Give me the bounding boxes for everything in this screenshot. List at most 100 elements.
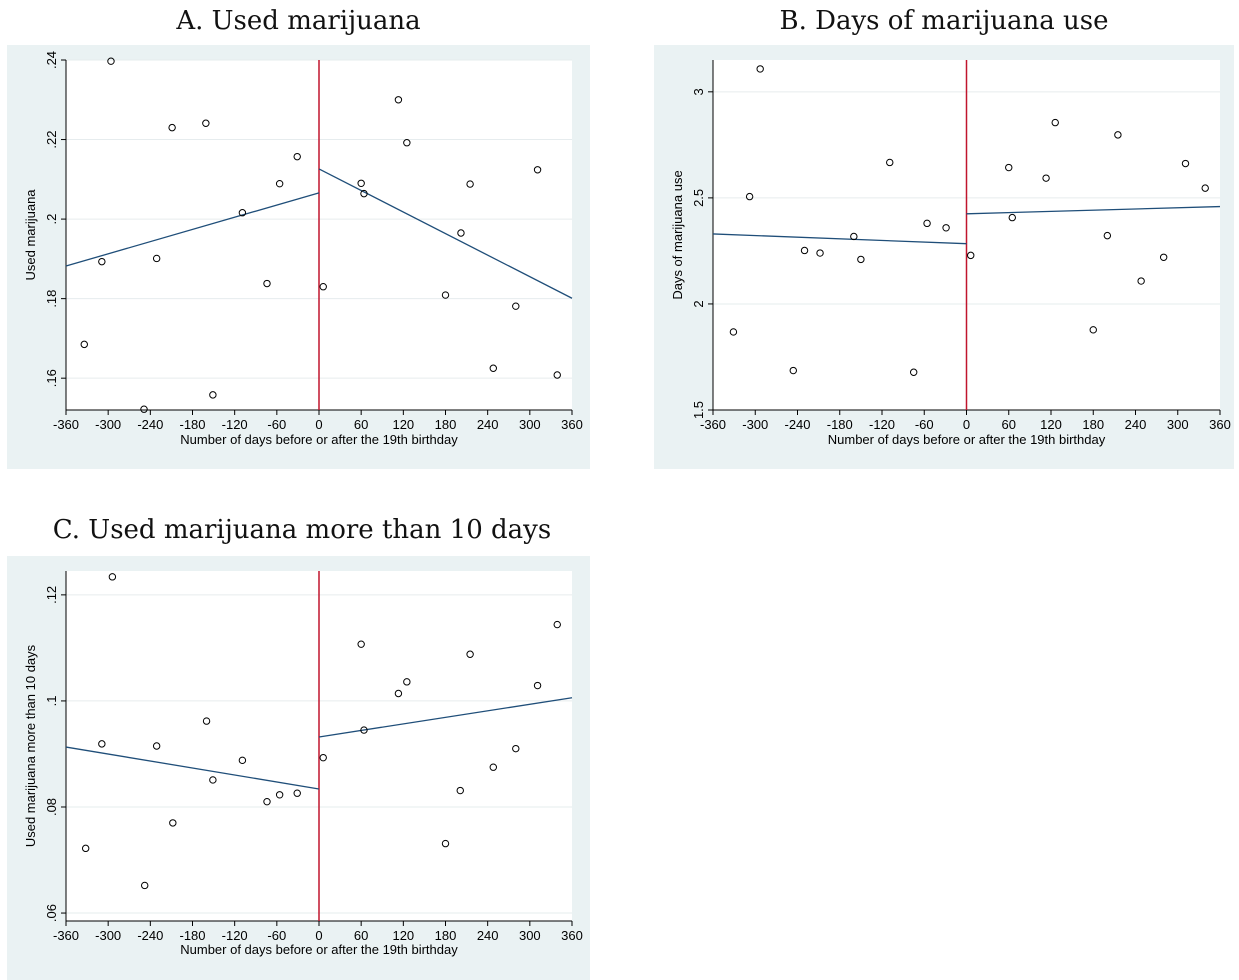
x-axis-label: Number of days before or after the 19th … — [180, 942, 458, 957]
data-point — [263, 279, 271, 288]
x-tick-label: 240 — [1125, 417, 1147, 432]
chart-c: .06 .08 .1 .12 -360 -300 -240 -180 -120 -60 0 60 120… — [23, 571, 583, 957]
x-tick-label: 180 — [1082, 417, 1104, 432]
x-tick-label: 300 — [519, 417, 541, 432]
y-tick-label: .22 — [44, 131, 59, 149]
data-point — [553, 371, 561, 379]
x-tick-label: -60 — [267, 928, 286, 943]
x-tick-label: -300 — [95, 928, 121, 943]
data-point — [857, 255, 865, 264]
data-point — [466, 180, 474, 188]
data-point — [729, 328, 738, 336]
data-point — [202, 119, 210, 127]
data-point — [923, 219, 931, 228]
data-point — [1137, 277, 1145, 285]
x-tick-label: -360 — [53, 928, 79, 943]
data-point — [1103, 231, 1112, 240]
data-point — [357, 179, 365, 187]
x-tick-label: -60 — [267, 417, 286, 432]
data-point — [209, 391, 217, 399]
fit-line-right — [318, 168, 573, 299]
y-tick-label: .2 — [44, 214, 59, 225]
data-point — [238, 756, 247, 765]
data-point — [394, 689, 403, 698]
data-point — [1008, 213, 1016, 222]
data-point — [152, 742, 161, 750]
data-point — [512, 744, 520, 753]
y-axis-label: Used marijuana more than 10 days — [23, 644, 38, 847]
data-point — [275, 179, 284, 188]
x-tick-label: 180 — [435, 928, 457, 943]
data-point — [800, 246, 809, 255]
x-tick-label: -120 — [222, 928, 248, 943]
data-point — [403, 678, 411, 686]
data-point — [80, 340, 88, 349]
data-point — [202, 717, 211, 725]
data-point — [1114, 131, 1122, 139]
data-point — [553, 620, 561, 629]
y-tick-label: .24 — [44, 51, 59, 69]
x-tick-label: -360 — [53, 417, 79, 432]
data-point — [81, 844, 90, 853]
x-axis-label: Number of days before or after the 19th … — [180, 432, 458, 447]
x-tick-label: 300 — [1167, 417, 1189, 432]
data-point — [1089, 326, 1097, 334]
data-point — [394, 96, 403, 104]
x-tick-label: -300 — [95, 417, 121, 432]
data-point — [168, 123, 176, 132]
x-axis-label: Number of days before or after the 19th … — [828, 432, 1106, 447]
fit-line-left — [712, 233, 967, 245]
panel-title-c: C. Used marijuana more than 10 days — [52, 515, 552, 545]
chart-a: .16 .18 .2 .22 .24 -360 -300 -240 -180 -120 -60 0 60… — [23, 51, 583, 447]
x-tick-label: 0 — [315, 417, 322, 432]
data-point — [319, 753, 327, 762]
x-tick-label: 60 — [1002, 417, 1016, 432]
data-point — [745, 192, 754, 201]
data-point — [456, 786, 464, 795]
x-tick-label: 120 — [1040, 417, 1062, 432]
data-point — [275, 791, 284, 799]
data-point — [238, 209, 247, 217]
x-tick-label: 60 — [354, 417, 368, 432]
x-tick-label: -240 — [784, 417, 810, 432]
data-point — [967, 251, 975, 260]
data-point — [512, 302, 520, 310]
data-point — [533, 681, 542, 690]
data-point — [141, 881, 149, 890]
data-point — [1051, 118, 1059, 127]
y-tick-label: .1 — [44, 696, 59, 707]
data-point — [403, 139, 411, 147]
x-tick-label: -360 — [700, 417, 726, 432]
data-point — [489, 364, 497, 372]
x-tick-label: -120 — [869, 417, 895, 432]
data-point — [489, 763, 497, 771]
data-point — [107, 57, 115, 65]
y-tick-label: 3 — [691, 88, 706, 95]
x-tick-label: -120 — [222, 417, 248, 432]
panel-title-a: A. Used marijuana — [176, 6, 421, 36]
data-point — [441, 839, 450, 848]
x-tick-label: -300 — [742, 417, 768, 432]
data-point — [466, 650, 474, 658]
data-point — [1159, 253, 1168, 261]
x-tick-label: 60 — [354, 928, 368, 943]
data-point — [98, 740, 106, 748]
x-tick-label: -240 — [137, 417, 163, 432]
y-tick-label: .12 — [44, 586, 59, 604]
y-axis-label: Used marijuana — [23, 189, 38, 281]
data-point — [293, 789, 301, 797]
x-tick-label: 120 — [392, 417, 414, 432]
x-tick-label: 0 — [315, 928, 322, 943]
fit-line-left — [65, 192, 320, 267]
x-tick-label: 300 — [519, 928, 541, 943]
x-tick-label: 0 — [963, 417, 970, 432]
data-point — [169, 819, 177, 827]
data-point — [1005, 163, 1013, 172]
y-axis-label: Days of marijuana use — [670, 170, 685, 299]
data-point — [1181, 159, 1190, 168]
fit-line-right — [966, 205, 1221, 215]
data-point — [360, 189, 368, 198]
x-tick-label: 240 — [477, 928, 499, 943]
data-point — [441, 291, 450, 299]
